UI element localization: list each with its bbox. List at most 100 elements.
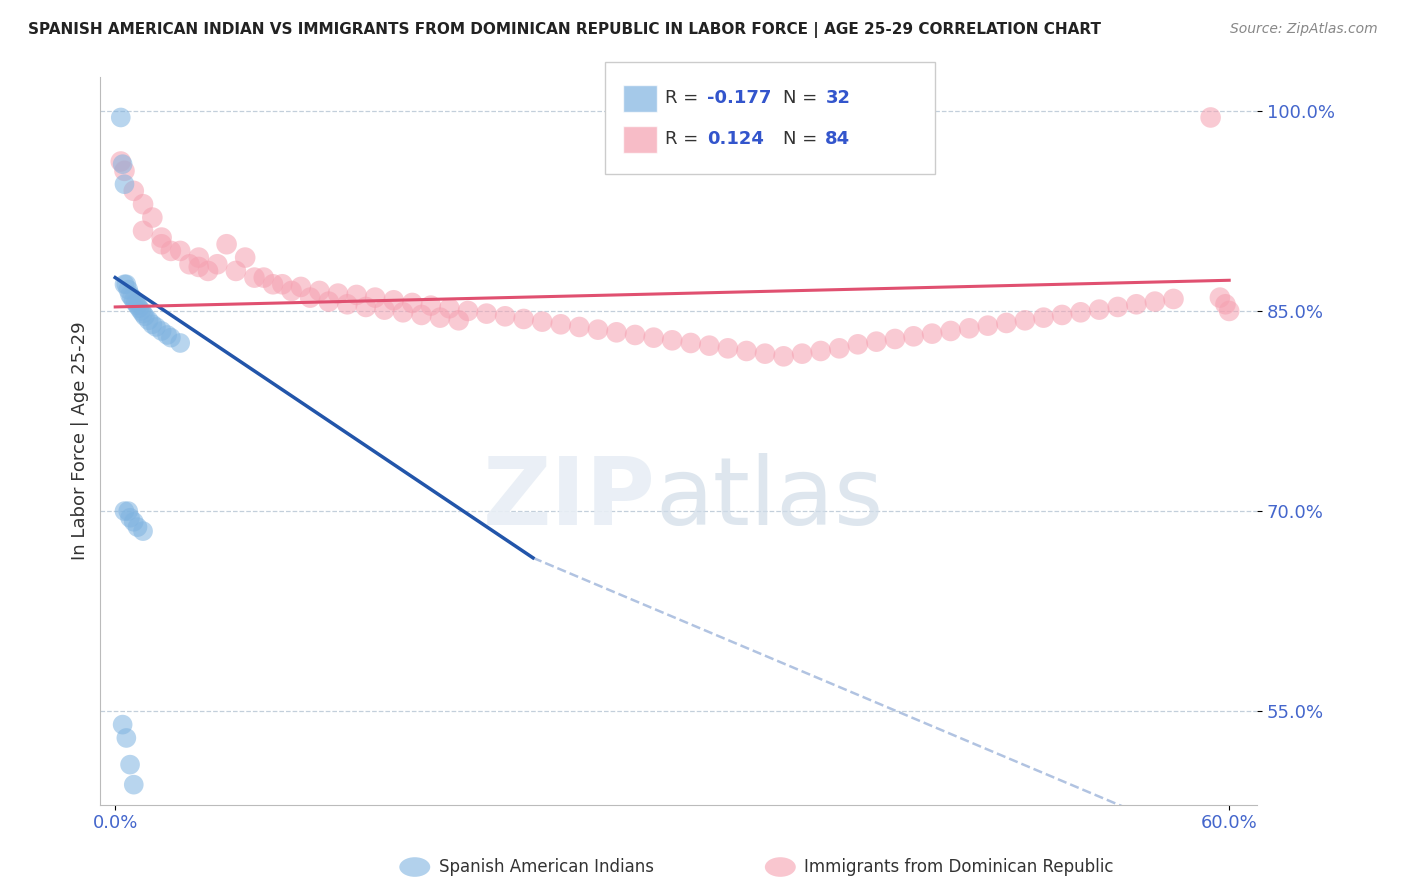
Point xyxy=(156,328,179,343)
Point xyxy=(605,326,627,340)
Point xyxy=(336,297,359,311)
Point xyxy=(699,339,721,353)
Point xyxy=(134,310,156,324)
Point xyxy=(299,291,322,305)
Point xyxy=(120,288,142,302)
Point xyxy=(207,257,229,271)
Text: atlas: atlas xyxy=(655,453,884,545)
Point xyxy=(132,197,155,211)
Point xyxy=(115,731,138,745)
Point xyxy=(124,296,146,310)
Point xyxy=(150,230,173,244)
Point xyxy=(439,301,461,316)
Text: SPANISH AMERICAN INDIAN VS IMMIGRANTS FROM DOMINICAN REPUBLIC IN LABOR FORCE | A: SPANISH AMERICAN INDIAN VS IMMIGRANTS FR… xyxy=(28,22,1101,38)
Point xyxy=(1163,292,1185,306)
Point xyxy=(114,164,136,178)
Point xyxy=(318,294,340,309)
Text: R =: R = xyxy=(665,130,704,148)
Point xyxy=(128,301,150,316)
Point xyxy=(1125,297,1147,311)
Text: N =: N = xyxy=(783,89,823,107)
Point xyxy=(326,286,349,301)
Point xyxy=(977,318,1000,333)
Point xyxy=(169,336,191,351)
Point xyxy=(121,291,143,305)
Point xyxy=(568,320,591,334)
Point xyxy=(1107,300,1129,314)
Point xyxy=(346,288,368,302)
Point xyxy=(447,313,470,327)
Point xyxy=(114,177,136,191)
Point xyxy=(290,280,312,294)
Point xyxy=(138,313,160,327)
Point xyxy=(122,515,145,529)
Point xyxy=(262,277,284,292)
Point xyxy=(382,293,405,308)
Text: Immigrants from Dominican Republic: Immigrants from Dominican Republic xyxy=(804,858,1114,876)
Point xyxy=(373,302,395,317)
Point xyxy=(129,304,152,318)
Point xyxy=(828,341,851,355)
Point xyxy=(419,299,441,313)
Point xyxy=(1070,305,1092,319)
Point xyxy=(233,251,256,265)
Point xyxy=(122,184,145,198)
Point xyxy=(411,308,433,322)
Text: 0.124: 0.124 xyxy=(707,130,763,148)
Point xyxy=(145,320,167,334)
Point xyxy=(884,332,907,346)
Point xyxy=(1050,308,1073,322)
Point xyxy=(1209,291,1232,305)
Point xyxy=(187,251,209,265)
Point xyxy=(114,277,136,292)
Point xyxy=(995,316,1018,330)
Point xyxy=(127,520,149,534)
Point xyxy=(550,318,572,332)
Point xyxy=(401,296,423,310)
Point xyxy=(141,211,163,225)
Text: Source: ZipAtlas.com: Source: ZipAtlas.com xyxy=(1230,22,1378,37)
Point xyxy=(679,336,702,351)
Point xyxy=(179,257,201,271)
Point xyxy=(1199,111,1222,125)
Point xyxy=(253,270,276,285)
Point xyxy=(792,346,814,360)
Point xyxy=(111,717,134,731)
Point xyxy=(754,346,776,360)
Point xyxy=(921,326,943,341)
Point xyxy=(122,778,145,792)
Point xyxy=(243,270,266,285)
Point xyxy=(132,524,155,538)
Point xyxy=(1215,297,1237,311)
Point xyxy=(1032,310,1054,325)
Point xyxy=(939,324,962,338)
Point xyxy=(169,244,191,258)
Point xyxy=(846,337,869,351)
Point xyxy=(735,343,758,358)
Point xyxy=(120,757,142,772)
Point xyxy=(903,329,925,343)
Point xyxy=(120,510,142,524)
Text: -0.177: -0.177 xyxy=(707,89,772,107)
Point xyxy=(1088,302,1111,317)
Point xyxy=(354,300,377,314)
Point xyxy=(127,299,149,313)
Point xyxy=(1014,313,1036,327)
Point xyxy=(772,349,794,363)
Text: ZIP: ZIP xyxy=(482,453,655,545)
Point xyxy=(197,264,219,278)
Point xyxy=(457,304,479,318)
Point xyxy=(111,157,134,171)
Point xyxy=(643,331,665,345)
Point xyxy=(187,260,209,274)
Text: N =: N = xyxy=(783,130,823,148)
Point xyxy=(810,343,832,358)
Point xyxy=(115,277,138,292)
Point xyxy=(280,284,302,298)
Point xyxy=(271,277,294,292)
Point xyxy=(661,334,683,348)
Point xyxy=(717,341,740,355)
Text: Spanish American Indians: Spanish American Indians xyxy=(439,858,654,876)
Point xyxy=(160,244,183,258)
Point xyxy=(957,321,980,335)
